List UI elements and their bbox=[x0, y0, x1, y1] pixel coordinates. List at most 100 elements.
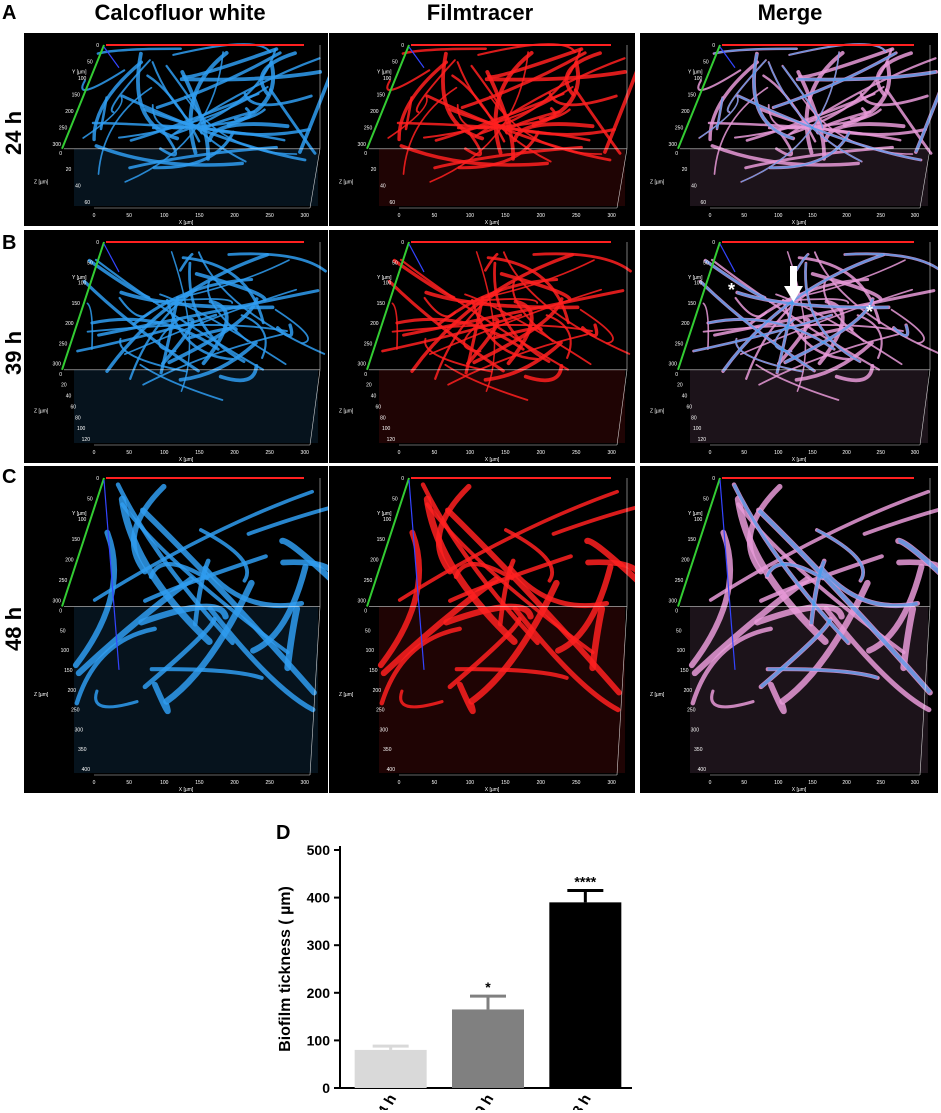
y-tick-label: 200 bbox=[65, 558, 74, 564]
panel-letter-a: A bbox=[2, 2, 17, 24]
bar-chart: Biofilm tickness ( µm) 0 100 200 300 400 500 24… bbox=[277, 842, 632, 1110]
y-tick-label: 50 bbox=[87, 260, 93, 266]
x-tick-label: 50 bbox=[126, 780, 132, 786]
tile-row1-col3: 0 50 100 150 200 250 300 Y [µm] 0 20 40 60 Z [µm] 0 50… bbox=[640, 33, 938, 226]
x-tick-label: 100 bbox=[466, 780, 475, 786]
volume-box bbox=[369, 478, 628, 776]
z-tick-label: 0 bbox=[59, 151, 62, 157]
y-tick-label: 150 bbox=[377, 301, 386, 307]
y-tick-label: 300 bbox=[358, 598, 367, 604]
y-tick-label: 200 bbox=[681, 558, 690, 564]
y-tick-label: 50 bbox=[703, 260, 709, 266]
x-tick-label: 100 bbox=[466, 213, 475, 219]
tile-row3-col3: 0 50 100 150 200 250 300 Y [µm] 0 50 100 150 200 250 3… bbox=[640, 466, 938, 793]
depth-haze bbox=[690, 369, 928, 443]
z-tick-label: 150 bbox=[369, 668, 378, 674]
y-tick-label: 50 bbox=[87, 496, 93, 502]
z-tick-label: 0 bbox=[675, 609, 678, 615]
z-tick-label: 100 bbox=[677, 648, 686, 654]
x-tick-label: 0 bbox=[709, 213, 712, 219]
x-tick-label: 50 bbox=[741, 213, 747, 219]
x-tick-label: 0 bbox=[709, 450, 712, 456]
z-axis-line bbox=[408, 479, 425, 670]
z-tick-label: 40 bbox=[380, 184, 386, 190]
y-tick-label: 250 bbox=[364, 341, 373, 347]
volume-box bbox=[369, 242, 628, 446]
x-tick-label: 50 bbox=[741, 780, 747, 786]
z-tick-label: 250 bbox=[687, 708, 696, 714]
z-tick-label: 150 bbox=[680, 668, 689, 674]
y-tick-label: 300 bbox=[358, 362, 367, 368]
y-axis-bar bbox=[677, 44, 721, 150]
x-tick-label: 200 bbox=[230, 780, 239, 786]
z-tick-label: 0 bbox=[364, 151, 367, 157]
y-tick-label: 300 bbox=[669, 362, 678, 368]
z-tick-label: 0 bbox=[675, 372, 678, 378]
x-axis-title: X [µm] bbox=[179, 787, 194, 793]
y-tick-label: 250 bbox=[675, 341, 684, 347]
tile-row3-col2: 0 50 100 150 200 250 300 Y [µm] 0 50 100 150 200 250 3… bbox=[329, 466, 635, 793]
x-tick-label: 100 bbox=[466, 450, 475, 456]
z-tick-label: 40 bbox=[75, 184, 81, 190]
z-axis-line bbox=[103, 46, 120, 69]
z-tick-label: 200 bbox=[684, 688, 693, 694]
significance-label: * bbox=[485, 979, 491, 995]
y-tick-label: 100 bbox=[694, 281, 703, 287]
x-tick-label: 200 bbox=[230, 450, 239, 456]
z-axis-title: Z [µm] bbox=[34, 692, 49, 698]
y-axis-title: Y [µm] bbox=[72, 275, 87, 281]
z-tick-label: 40 bbox=[682, 394, 688, 400]
y-tick-label: 0 bbox=[401, 43, 404, 49]
y-tick-label: 100 bbox=[78, 281, 87, 287]
z-tick-label: 250 bbox=[376, 708, 385, 714]
y-axis-title: Y [µm] bbox=[377, 275, 392, 281]
x-tick-label: 150 bbox=[501, 213, 510, 219]
y-tick-label: 100 bbox=[383, 76, 392, 82]
z-tick-label: 120 bbox=[82, 437, 91, 443]
y-tick-label: 200 bbox=[65, 321, 74, 327]
x-tick-label: 50 bbox=[432, 450, 438, 456]
z-tick-label: 20 bbox=[682, 167, 688, 173]
y-tick-label: 150 bbox=[72, 301, 81, 307]
z-axis-line bbox=[719, 46, 736, 69]
x-tick-label: 250 bbox=[572, 780, 581, 786]
y-axis-title: Y [µm] bbox=[377, 70, 392, 76]
x-tick-label: 300 bbox=[608, 780, 617, 786]
z-tick-label: 20 bbox=[66, 167, 72, 173]
z-axis-title: Z [µm] bbox=[34, 179, 49, 185]
y-tick-label: 250 bbox=[59, 341, 68, 347]
z-axis-line bbox=[719, 243, 736, 273]
x-tick-label: 150 bbox=[501, 780, 510, 786]
y-tick-label: 200 bbox=[370, 109, 379, 115]
tile-row2-col2: 0 50 100 150 200 250 300 Y [µm] 0 20 40 60 80 100 120 Z… bbox=[329, 230, 635, 463]
x-tick-label: 150 bbox=[195, 213, 204, 219]
y-tick-label: 100 bbox=[694, 76, 703, 82]
z-axis-line bbox=[103, 243, 120, 273]
z-tick-label: 300 bbox=[75, 727, 84, 733]
x-tick-label: 0 bbox=[93, 780, 96, 786]
y-tick-label: 250 bbox=[59, 578, 68, 584]
y-tick-label: 0 bbox=[96, 476, 99, 482]
z-tick-label: 60 bbox=[389, 200, 395, 206]
y-axis-title: Y [µm] bbox=[72, 511, 87, 517]
x-tick-label: 200 bbox=[537, 780, 546, 786]
x-axis-title: X [µm] bbox=[485, 787, 500, 793]
y-tick-label: 150 bbox=[377, 92, 386, 98]
y-axis-bar bbox=[61, 44, 105, 150]
y-axis-bar bbox=[677, 477, 721, 607]
volume-box bbox=[680, 45, 931, 209]
y-axis-bar bbox=[366, 44, 410, 150]
y-tick-label: 150 bbox=[688, 301, 697, 307]
x-tick-label: 200 bbox=[537, 450, 546, 456]
significance-label: **** bbox=[574, 873, 596, 889]
asterisk-annotation: * bbox=[728, 280, 735, 300]
volume-box bbox=[64, 242, 321, 446]
x-tick-label: 0 bbox=[398, 450, 401, 456]
y-tick-label: 200 bbox=[370, 558, 379, 564]
x-axis-title: X [µm] bbox=[792, 457, 807, 463]
bar bbox=[549, 902, 622, 1088]
y-tick-label: 50 bbox=[703, 59, 709, 65]
z-axis-line bbox=[719, 479, 736, 670]
fiber-network bbox=[692, 251, 938, 401]
y-tick-label: 0 bbox=[712, 240, 715, 246]
